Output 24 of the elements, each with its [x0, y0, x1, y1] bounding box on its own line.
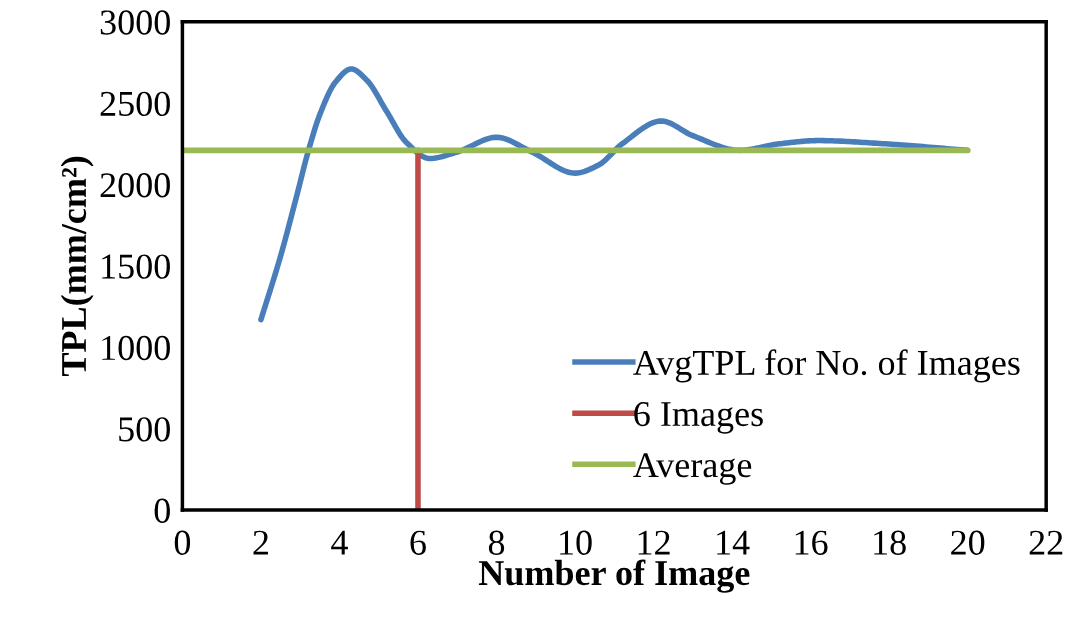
x-tick-label: 20 [951, 530, 985, 555]
x-tick-label: 0 [174, 530, 191, 555]
x-tick-label: 4 [331, 530, 348, 555]
y-tick-label: 1500 [102, 254, 170, 279]
y-tick-label: 3000 [100, 10, 170, 35]
x-tick-label: 10 [560, 530, 592, 555]
x-tick-label: 2 [253, 530, 268, 555]
legend-label: 6 Images [634, 401, 763, 434]
y-tick-label: 2000 [100, 173, 170, 198]
legend-label: Average [633, 453, 752, 485]
x-tick-label: 16 [795, 530, 828, 555]
x-tick-label: 22 [1029, 530, 1063, 555]
y-axis-title: TPL(mm/cm²) [60, 156, 94, 377]
x-tick-label: 6 [410, 530, 426, 555]
y-tick-label: 1000 [102, 335, 170, 361]
y-tick-label: 2500 [100, 91, 170, 117]
legend-label: AvgTPL for No. of Images [633, 349, 1020, 383]
y-tick-label: 0 [154, 498, 170, 523]
y-tick-label: 500 [119, 417, 170, 442]
x-axis-title: Number of Image [478, 559, 750, 593]
x-tick-label: 8 [488, 530, 505, 555]
x-tick-label: 12 [638, 530, 670, 555]
x-tick-label: 18 [874, 530, 906, 555]
x-tick-label: 14 [717, 530, 750, 555]
